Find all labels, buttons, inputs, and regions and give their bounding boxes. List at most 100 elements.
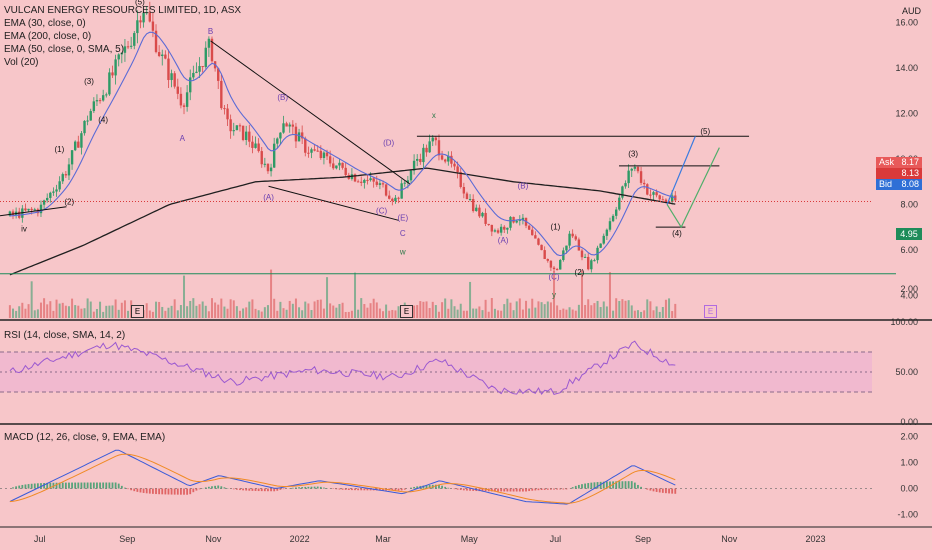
wave-label: (4) — [672, 229, 682, 238]
volume-bar — [198, 304, 201, 318]
macd-label[interactable]: MACD (12, 26, close, 9, EMA, EMA) — [4, 432, 166, 443]
volume-bar — [472, 308, 475, 318]
volume-bar — [543, 304, 546, 318]
earnings-marker[interactable]: E — [400, 305, 413, 318]
volume-bar — [238, 310, 241, 318]
macd-histogram-bar — [403, 488, 406, 490]
macd-histogram-bar — [40, 483, 42, 489]
candle-body — [139, 20, 142, 23]
candle-body — [151, 21, 155, 31]
volume-bar — [183, 275, 186, 318]
volume-bar — [61, 302, 64, 318]
volume-bar — [77, 305, 80, 318]
candle-body — [646, 184, 649, 195]
macd-histogram-bar — [553, 488, 555, 490]
volume-bar — [531, 298, 534, 318]
macd-histogram-bar — [117, 483, 120, 489]
candle-body — [241, 125, 245, 140]
volume-bar — [658, 311, 661, 318]
volume-bar — [217, 304, 220, 318]
volume-bar — [189, 300, 192, 318]
volume-bar — [668, 298, 671, 318]
volume-bar — [590, 305, 593, 318]
macd-histogram-bar — [167, 488, 170, 495]
macd-histogram-bar — [565, 488, 568, 490]
earnings-marker[interactable]: E — [704, 305, 717, 318]
volume-bar — [145, 303, 148, 318]
macd-histogram-bar — [609, 481, 611, 489]
earnings-marker[interactable]: E — [131, 305, 144, 318]
volume-bar — [148, 310, 151, 318]
macd-histogram-bar — [298, 487, 300, 489]
candle-body — [61, 174, 64, 182]
candle-body — [136, 20, 139, 34]
volume-bar — [378, 308, 381, 318]
macd-histogram-bar — [260, 488, 263, 492]
wave-label: (A) — [263, 193, 274, 202]
volume-bar — [549, 302, 552, 318]
candle-body — [192, 72, 195, 78]
volume-bar — [428, 308, 431, 318]
candle-body — [419, 158, 422, 163]
macd-histogram-bar — [621, 481, 624, 489]
candle-body — [173, 73, 176, 87]
macd-histogram-bar — [189, 488, 192, 495]
volume-bar — [27, 304, 30, 318]
macd-histogram-bar — [559, 488, 562, 490]
wave-label: (B) — [277, 93, 288, 102]
candle-body — [406, 180, 410, 183]
volume-bar — [512, 310, 515, 318]
candle-body — [667, 201, 671, 203]
volume-bar — [170, 305, 173, 318]
rsi-label[interactable]: RSI (14, close, SMA, 14, 2) — [4, 330, 126, 341]
macd-histogram-bar — [655, 488, 658, 492]
candle-body — [338, 162, 341, 166]
macd-histogram-bar — [319, 486, 322, 489]
candle-body — [297, 132, 301, 142]
volume-bar — [382, 311, 385, 318]
volume-bar — [574, 310, 577, 318]
indicator-ema200[interactable]: EMA (200, close, 0) — [4, 31, 92, 42]
candle-body — [328, 156, 332, 164]
macd-histogram-bar — [64, 482, 67, 489]
ask-label: Ask — [879, 157, 895, 167]
volume-bar — [565, 309, 568, 318]
volume-bar — [593, 303, 596, 318]
candle-body — [77, 141, 80, 148]
macd-histogram-bar — [612, 481, 614, 489]
candle-body — [291, 124, 295, 127]
macd-histogram-bar — [15, 486, 18, 489]
candle-body — [282, 123, 285, 133]
indicator-volume[interactable]: Vol (20) — [4, 57, 39, 68]
macd-histogram-bar — [282, 488, 285, 490]
volume-bar — [58, 303, 61, 318]
macd-histogram-bar — [400, 488, 403, 491]
volume-bar — [344, 311, 347, 318]
candle-body — [161, 54, 164, 57]
volume-bar — [329, 303, 332, 318]
indicator-ema30[interactable]: EMA (30, close, 0) — [4, 18, 86, 29]
macd-histogram-bar — [245, 488, 248, 491]
volume-bar — [176, 310, 179, 318]
candle-body — [568, 233, 571, 246]
candle-body — [220, 80, 223, 109]
wave-label: C — [400, 229, 406, 238]
macd-histogram-bar — [624, 481, 627, 489]
macd-histogram-bar — [239, 488, 241, 491]
macd-histogram-bar — [596, 482, 599, 489]
macd-histogram-bar — [661, 488, 664, 493]
indicator-ema50[interactable]: EMA (50, close, 0, SMA, 5) — [4, 44, 125, 55]
macd-histogram-bar — [214, 485, 217, 489]
candle-body — [204, 47, 207, 67]
macd-histogram-bar — [211, 486, 213, 489]
macd-histogram-bar — [36, 483, 39, 489]
volume-bar — [559, 309, 562, 318]
macd-histogram-bar — [207, 486, 210, 489]
candle-body — [176, 86, 179, 94]
volume-bar — [307, 303, 310, 318]
macd-histogram-bar — [531, 488, 534, 491]
macd-histogram-bar — [161, 488, 164, 495]
volume-bar — [612, 310, 615, 318]
macd-histogram-bar — [577, 484, 580, 489]
candle-body — [363, 179, 366, 183]
